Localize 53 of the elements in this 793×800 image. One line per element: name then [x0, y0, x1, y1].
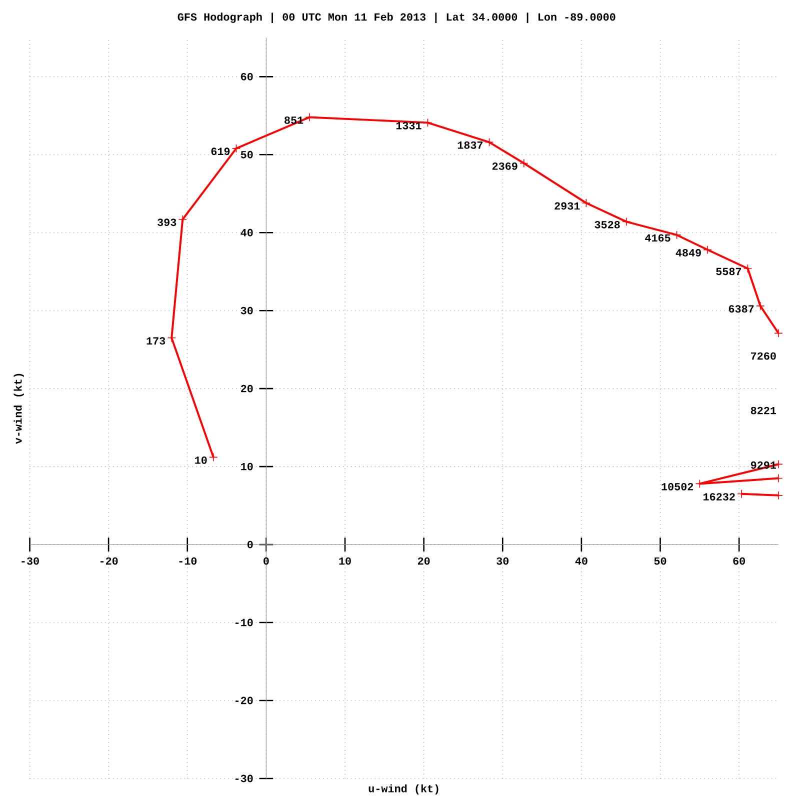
x-axis-title: u-wind (kt)	[368, 784, 438, 794]
y-tick-label: 20	[240, 384, 253, 392]
x-tick-label: 10	[339, 557, 351, 565]
y-tick-label: -30	[235, 774, 253, 782]
x-tick-label: 30	[496, 557, 508, 565]
annotation: 4849	[676, 249, 701, 256]
annotation: 6387	[728, 305, 754, 313]
point	[672, 230, 682, 240]
annotation: 1837	[458, 141, 482, 149]
x-tick-label: -20	[100, 557, 118, 565]
point	[622, 217, 631, 226]
point	[484, 138, 494, 147]
x-tick-label: -10	[179, 557, 196, 565]
point	[756, 302, 765, 310]
annotation: 8221	[750, 406, 776, 414]
annotation: 2931	[554, 202, 580, 210]
point	[582, 198, 590, 208]
point	[702, 245, 712, 254]
y-tick-label: 30	[240, 306, 253, 314]
annotation: 5587	[716, 268, 741, 276]
y-tick-label: -20	[235, 696, 253, 704]
y-tick-label: 50	[240, 150, 253, 158]
annotation: 16232	[703, 493, 735, 501]
y-tick-label: 60	[240, 72, 253, 80]
annotation: 2369	[492, 162, 518, 170]
annotation: 393	[157, 218, 176, 226]
y-tick-label: -10	[235, 618, 253, 626]
x-tick-label: 40	[575, 557, 588, 565]
x-tick-label: 60	[733, 557, 745, 565]
annotation: 3528	[594, 220, 620, 228]
x-tick-label: 20	[418, 557, 430, 565]
annotation: 619	[211, 148, 230, 156]
y-axis-title: v-wind (kt)	[14, 374, 24, 444]
x-tick-label: 50	[654, 557, 666, 565]
annotation: 4165	[644, 234, 670, 242]
annotation: 851	[284, 116, 303, 124]
y-tick-label: 40	[240, 228, 253, 236]
point	[743, 264, 752, 273]
point	[178, 214, 187, 224]
point	[774, 328, 783, 338]
point	[519, 158, 528, 168]
y-tick-label: 10	[240, 462, 253, 470]
x-tick-label: -30	[21, 557, 39, 565]
y-tick-label: 0	[247, 540, 253, 548]
annotation: 173	[146, 337, 165, 345]
point	[208, 452, 218, 462]
point	[232, 144, 240, 153]
chart-title: GFS Hodograph | 00 UTC Mon 11 Feb 2013 | Lat 34.0000 | Lon -89.0000	[178, 12, 616, 24]
x-tick-label: 0	[263, 557, 269, 565]
annotation: 1331	[396, 122, 422, 130]
annotation: 7260	[750, 352, 776, 360]
annotation: 10502	[662, 482, 693, 490]
annotation: 10	[194, 456, 207, 464]
